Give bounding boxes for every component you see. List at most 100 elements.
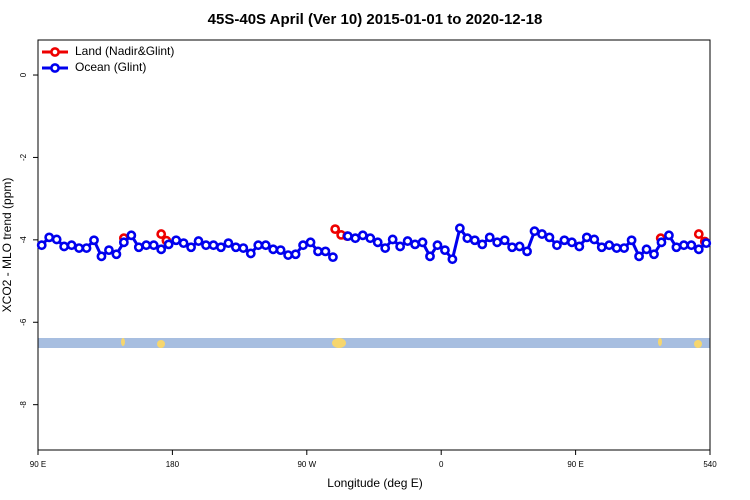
data-point <box>641 244 652 255</box>
data-point <box>201 240 211 251</box>
data-point <box>245 248 256 259</box>
data-point <box>320 246 331 257</box>
chart-title: 45S-40S April (Ver 10) 2015-01-01 to 202… <box>208 11 543 28</box>
data-point <box>186 242 196 253</box>
data-point <box>417 237 428 248</box>
data-point <box>328 252 338 263</box>
data-point <box>693 229 704 239</box>
data-point <box>664 230 674 241</box>
land-patch <box>157 340 165 348</box>
data-point <box>678 240 689 251</box>
y-axis-label: XCO2 - MLO trend (ppm) <box>0 178 14 313</box>
y-tick-label: -4 <box>19 236 28 244</box>
data-point <box>208 240 219 251</box>
data-point <box>133 242 144 253</box>
legend-label: Ocean (Glint) <box>75 60 146 74</box>
data-point <box>178 238 189 249</box>
x-tick-label: 540 <box>703 460 717 469</box>
data-point <box>596 242 607 253</box>
legend-marker <box>50 47 60 57</box>
data-point <box>454 223 465 234</box>
y-tick-label: -2 <box>19 153 28 161</box>
data-point <box>253 240 264 251</box>
data-point <box>425 251 435 262</box>
data-point <box>611 243 622 253</box>
data-point <box>656 237 667 248</box>
land-patch <box>658 338 662 346</box>
data-point <box>96 251 107 262</box>
data-point <box>559 235 570 246</box>
data-point <box>589 234 600 245</box>
y-tick-label: 0 <box>19 72 28 77</box>
data-point <box>171 235 182 246</box>
data-point <box>163 239 174 250</box>
series-line <box>160 228 706 243</box>
data-point <box>350 233 361 244</box>
legend-label: Land (Nadir&Glint) <box>75 44 174 58</box>
data-point <box>223 238 234 249</box>
data-point <box>469 235 480 246</box>
data-point <box>66 240 77 251</box>
legend-marker <box>50 63 60 73</box>
data-point <box>701 238 712 249</box>
data-point <box>552 240 562 251</box>
data-point <box>387 234 398 245</box>
data-point <box>484 232 495 243</box>
data-point <box>59 241 70 252</box>
data-point <box>432 240 443 251</box>
data-point <box>283 250 294 260</box>
data-point <box>230 242 241 253</box>
data-point <box>298 240 308 251</box>
x-tick-label: 0 <box>439 460 444 469</box>
land-patch <box>332 338 346 348</box>
data-point <box>544 232 555 243</box>
data-point <box>216 242 226 253</box>
x-tick-label: 90 W <box>297 460 316 469</box>
land-patch <box>121 338 125 346</box>
data-point <box>275 245 286 256</box>
data-point <box>357 230 368 241</box>
land-mask <box>38 338 710 348</box>
data-point <box>260 240 271 251</box>
data-point <box>365 233 376 244</box>
data-point <box>574 241 585 252</box>
data-point <box>522 246 532 257</box>
data-point <box>81 243 92 253</box>
data-point <box>193 236 204 246</box>
data-point <box>566 237 577 248</box>
data-point <box>126 230 137 241</box>
data-point <box>529 226 540 237</box>
data-point <box>238 243 249 253</box>
data-point <box>447 254 458 265</box>
data-point <box>372 237 383 248</box>
data-point <box>477 239 488 250</box>
data-point <box>395 241 406 252</box>
data-point <box>111 249 122 260</box>
data-point <box>156 244 167 255</box>
data-point <box>330 224 341 235</box>
data-point <box>671 242 682 253</box>
data-point <box>634 251 644 262</box>
data-point <box>380 243 391 253</box>
y-tick-label: -6 <box>19 318 28 326</box>
data-point <box>148 240 159 251</box>
data-point <box>313 246 323 257</box>
data-point <box>268 244 279 255</box>
data-point <box>649 249 659 260</box>
x-axis-label: Longitude (deg E) <box>327 476 422 490</box>
data-point <box>462 233 473 244</box>
y-tick-label: -8 <box>19 401 28 409</box>
mask-strip <box>38 338 710 348</box>
data-point <box>156 229 167 239</box>
data-point <box>537 229 547 239</box>
data-point <box>626 235 637 246</box>
data-point <box>118 237 129 248</box>
data-point <box>440 245 450 256</box>
x-tick-label: 90 E <box>30 460 46 469</box>
data-point <box>410 239 420 250</box>
data-point <box>342 231 353 242</box>
data-point <box>507 242 518 253</box>
data-point <box>44 232 55 243</box>
data-point <box>686 240 697 251</box>
